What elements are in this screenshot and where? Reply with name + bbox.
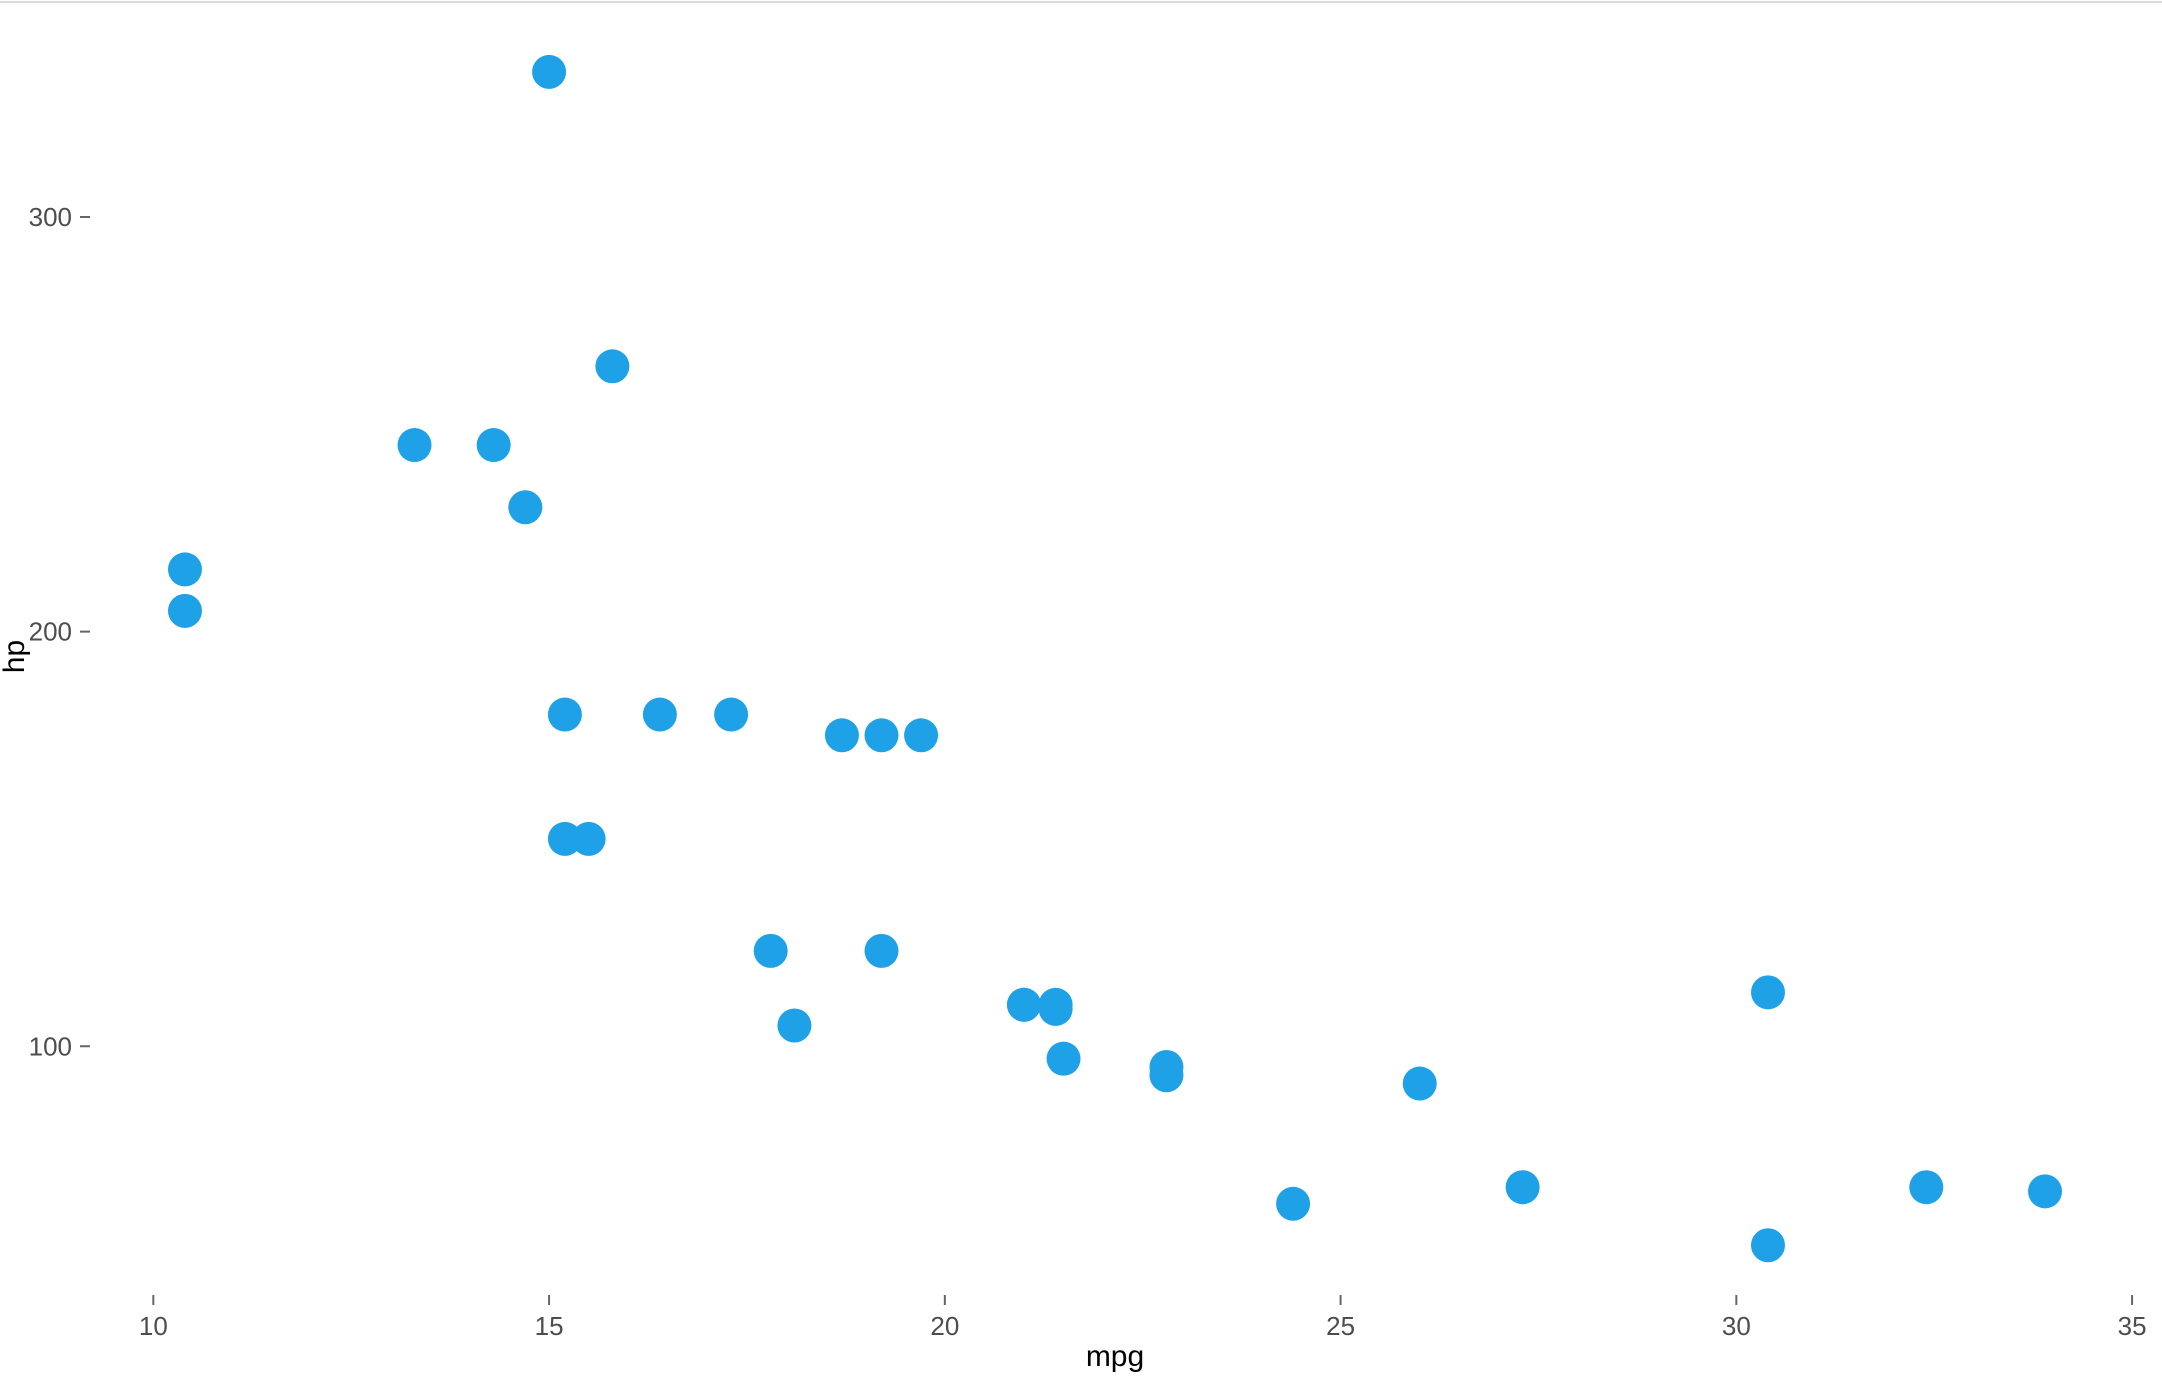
data-point (1007, 988, 1041, 1022)
data-point (2028, 1174, 2062, 1208)
data-point (777, 1009, 811, 1043)
data-point (825, 718, 859, 752)
x-tick-label: 10 (139, 1311, 168, 1341)
data-point (1047, 1042, 1081, 1076)
x-tick-label: 15 (535, 1311, 564, 1341)
data-point (1276, 1187, 1310, 1221)
data-point (595, 349, 629, 383)
data-point (714, 698, 748, 732)
data-point (532, 55, 566, 89)
data-point (548, 822, 582, 856)
data-point (168, 552, 202, 586)
data-point (1751, 1228, 1785, 1262)
data-point (508, 490, 542, 524)
data-point (548, 698, 582, 732)
data-point (477, 428, 511, 462)
data-point (1149, 1050, 1183, 1084)
data-point (1039, 992, 1073, 1026)
data-point (754, 934, 788, 968)
data-point (398, 428, 432, 462)
x-tick-label: 35 (2118, 1311, 2147, 1341)
data-point (865, 718, 899, 752)
chart-background (0, 0, 2162, 1378)
scatter-chart: 10 15 20 25 30 35 100 200 300 mpg hp (0, 0, 2162, 1378)
chart-svg: 10 15 20 25 30 35 100 200 300 mpg hp (0, 0, 2162, 1378)
data-point (643, 698, 677, 732)
data-point (168, 594, 202, 628)
data-point (865, 934, 899, 968)
data-point (1751, 975, 1785, 1009)
x-tick-label: 20 (930, 1311, 959, 1341)
y-axis-label: hp (0, 640, 31, 673)
x-tick-label: 25 (1326, 1311, 1355, 1341)
data-point (1403, 1067, 1437, 1101)
data-point (904, 718, 938, 752)
y-tick-label: 200 (29, 617, 72, 647)
data-point (1909, 1170, 1943, 1204)
y-tick-label: 100 (29, 1031, 72, 1061)
x-tick-label: 30 (1722, 1311, 1751, 1341)
y-tick-label: 300 (29, 202, 72, 232)
data-point (1506, 1170, 1540, 1204)
x-axis-label: mpg (1086, 1340, 1144, 1373)
